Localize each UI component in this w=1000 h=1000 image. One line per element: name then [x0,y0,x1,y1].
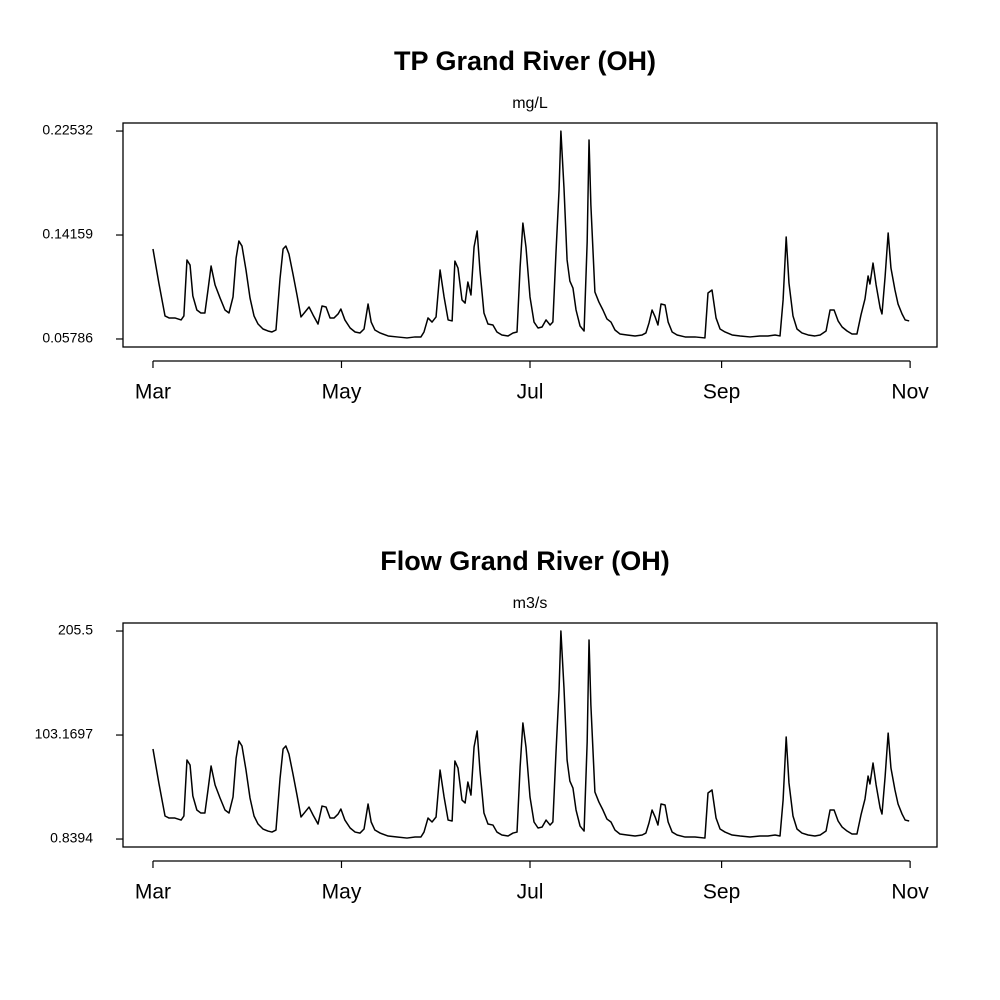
x-tick-label: Sep [703,381,740,404]
x-tick-label: Jul [517,881,544,904]
y-tick-label: 0.14159 [42,226,93,242]
y-tick-label: 0.8394 [50,830,93,846]
x-tick-label: Sep [703,881,740,904]
y-tick-label: 0.22532 [42,122,93,138]
x-tick-label: Jul [517,381,544,404]
x-tick-label: Mar [135,381,171,404]
data-line [152,630,910,839]
x-tick-label: May [322,881,362,904]
y-tick-label: 0.05786 [42,330,93,346]
x-tick-label: Mar [135,881,171,904]
plot-frame [122,122,938,348]
chart-subtitle: m3/s [513,595,548,612]
x-tick-label: Nov [891,381,929,404]
y-tick-label: 103.1697 [35,726,94,742]
chart-title: Flow Grand River (OH) [380,546,670,576]
plot-frame [122,622,938,848]
x-tick-label: Nov [891,881,929,904]
chart-title: TP Grand River (OH) [394,46,656,76]
data-line [152,130,910,339]
x-tick-label: May [322,381,362,404]
chart-subtitle: mg/L [512,95,548,112]
y-tick-label: 205.5 [58,622,93,638]
